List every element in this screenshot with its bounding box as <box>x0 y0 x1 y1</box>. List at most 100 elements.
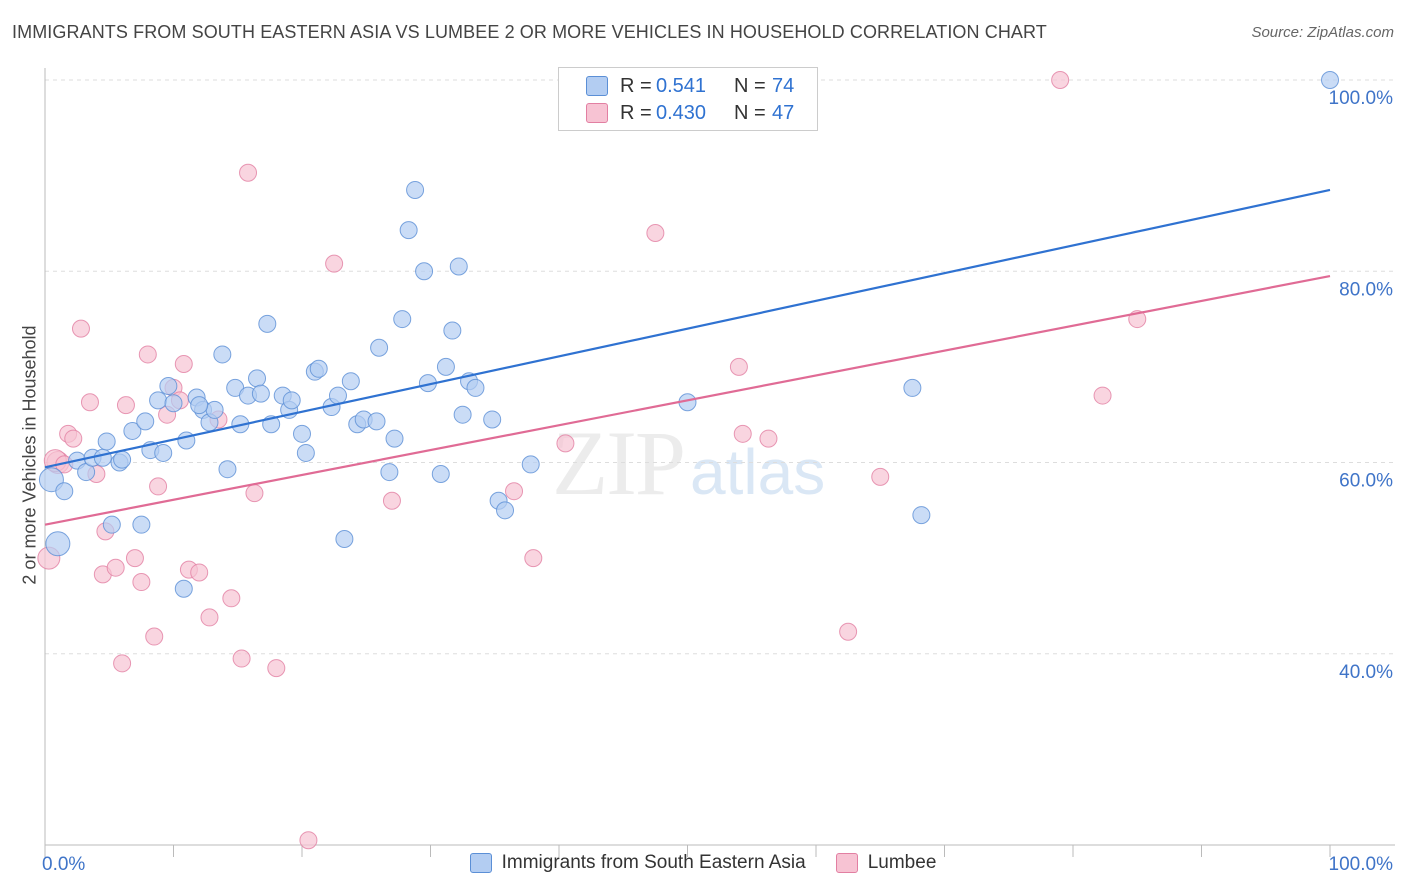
data-point-lumbee <box>71 319 90 338</box>
y-axis-label: 2 or more Vehicles in Household <box>19 325 40 585</box>
data-point-asia <box>443 321 462 340</box>
data-point-asia <box>93 448 112 467</box>
correlation-legend: R = 0.541 N = 74 R = 0.430 N = 47 <box>558 67 818 131</box>
data-point-asia <box>213 345 232 364</box>
data-point-lumbee <box>1051 71 1070 89</box>
data-point-lumbee <box>505 482 524 501</box>
series-label-asia: Immigrants from South Eastern Asia <box>501 852 806 873</box>
data-point-lumbee <box>759 429 778 448</box>
data-point-asia <box>205 400 224 419</box>
data-point-lumbee <box>125 549 144 568</box>
legend-row-asia: R = 0.541 N = 74 <box>586 73 794 99</box>
y-tick-label: 40.0% <box>1339 662 1393 683</box>
series-legend: Immigrants from South Eastern Asia Lumbe… <box>0 852 1406 874</box>
data-point-asia <box>328 386 347 405</box>
legend-r-label: R = <box>620 101 652 124</box>
data-point-asia <box>45 531 71 557</box>
data-point-asia <box>309 359 328 378</box>
data-point-asia <box>55 482 74 501</box>
data-point-asia <box>159 377 178 395</box>
data-point-asia <box>97 432 116 451</box>
legend-n-value: 47 <box>772 101 795 124</box>
data-point-lumbee <box>174 355 193 374</box>
chart-title: IMMIGRANTS FROM SOUTH EASTERN ASIA VS LU… <box>12 22 1047 42</box>
data-point-asia <box>164 394 183 413</box>
data-point-asia <box>406 180 425 199</box>
trend-line-lumbee <box>44 274 1331 526</box>
legend-r-value: 0.430 <box>656 101 707 124</box>
data-point-asia <box>293 424 311 443</box>
data-point-asia <box>113 450 132 469</box>
legend-n-value: 74 <box>772 74 795 97</box>
data-point-lumbee <box>382 491 401 510</box>
data-point-asia <box>190 396 209 415</box>
data-point-asia <box>521 455 540 474</box>
data-point-lumbee <box>646 224 665 242</box>
data-point-lumbee <box>524 549 543 568</box>
data-point-asia <box>102 515 121 534</box>
data-point-lumbee <box>245 484 264 503</box>
data-point-lumbee <box>132 573 151 592</box>
data-point-lumbee <box>239 163 258 182</box>
data-point-asia <box>912 506 931 525</box>
data-point-lumbee <box>149 477 168 496</box>
data-point-asia <box>154 443 173 462</box>
data-point-lumbee <box>839 622 858 641</box>
data-point-asia <box>393 310 412 329</box>
data-point-lumbee <box>222 589 241 608</box>
legend-n-label: N = <box>734 101 766 124</box>
data-point-asia <box>341 372 360 391</box>
series-label-lumbee: Lumbee <box>867 852 937 873</box>
data-point-lumbee <box>325 254 344 273</box>
data-point-asia <box>483 410 502 429</box>
data-point-asia <box>335 530 354 548</box>
data-point-lumbee <box>733 424 752 443</box>
data-point-asia <box>149 391 168 410</box>
data-point-asia <box>174 579 193 598</box>
data-point-asia <box>296 443 315 462</box>
data-point-lumbee <box>138 345 157 364</box>
data-point-lumbee <box>200 608 219 627</box>
trend-line-asia <box>44 188 1331 469</box>
data-point-asia <box>1321 71 1339 89</box>
legend-n-label: N = <box>734 74 766 97</box>
data-point-asia <box>466 378 485 397</box>
data-point-lumbee <box>729 357 748 376</box>
series-swatch-lumbee <box>835 853 858 873</box>
x-tick-label: 0.0% <box>42 854 85 875</box>
data-point-lumbee <box>871 467 890 486</box>
data-point-lumbee <box>116 396 135 415</box>
y-tick-label: 60.0% <box>1339 471 1393 492</box>
data-point-asia <box>367 412 386 431</box>
data-point-lumbee <box>80 393 99 412</box>
data-point-lumbee <box>556 434 575 453</box>
data-point-asia <box>496 501 515 520</box>
data-point-asia <box>399 221 418 240</box>
data-point-asia <box>380 463 399 482</box>
legend-swatch-asia <box>586 76 608 96</box>
data-point-lumbee <box>145 627 164 646</box>
data-point-lumbee <box>106 558 125 577</box>
data-point-lumbee <box>113 654 132 673</box>
data-point-asia <box>903 378 922 397</box>
legend-r-value: 0.541 <box>656 74 707 97</box>
series-swatch-asia <box>469 853 492 873</box>
legend-row-lumbee: R = 0.430 N = 47 <box>586 100 794 126</box>
data-point-asia <box>123 421 142 440</box>
source-label: Source: ZipAtlas.com <box>1251 24 1394 41</box>
data-point-asia <box>248 369 267 388</box>
data-point-asia <box>251 384 270 403</box>
data-point-asia <box>258 314 277 333</box>
data-point-asia <box>370 338 389 357</box>
data-point-asia <box>132 515 151 534</box>
data-point-lumbee <box>232 649 251 668</box>
data-point-asia <box>449 257 468 276</box>
data-point-asia <box>453 405 472 424</box>
series-legend-asia: Immigrants from South Eastern Asia <box>469 852 806 874</box>
data-point-asia <box>218 460 237 479</box>
y-tick-label: 80.0% <box>1339 279 1393 300</box>
data-point-asia <box>436 357 455 376</box>
series-legend-lumbee: Lumbee <box>835 852 937 874</box>
data-point-lumbee <box>1093 386 1112 405</box>
